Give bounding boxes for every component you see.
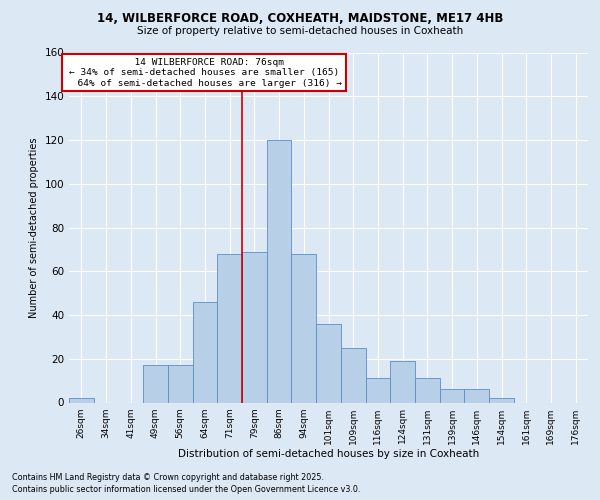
Text: 14, WILBERFORCE ROAD, COXHEATH, MAIDSTONE, ME17 4HB: 14, WILBERFORCE ROAD, COXHEATH, MAIDSTON…	[97, 12, 503, 26]
Bar	[415, 378, 440, 402]
Bar	[193, 302, 217, 402]
Text: 14 WILBERFORCE ROAD: 76sqm
← 34% of semi-detached houses are smaller (165)
  64%: 14 WILBERFORCE ROAD: 76sqm ← 34% of semi…	[66, 58, 342, 88]
Bar	[316, 324, 341, 402]
Text: Contains public sector information licensed under the Open Government Licence v3: Contains public sector information licen…	[12, 485, 361, 494]
Bar	[365, 378, 390, 402]
X-axis label: Distribution of semi-detached houses by size in Coxheath: Distribution of semi-detached houses by …	[178, 450, 479, 460]
Text: Size of property relative to semi-detached houses in Coxheath: Size of property relative to semi-detach…	[137, 26, 463, 36]
Bar	[69, 398, 94, 402]
Bar	[292, 254, 316, 402]
Text: Contains HM Land Registry data © Crown copyright and database right 2025.: Contains HM Land Registry data © Crown c…	[12, 472, 324, 482]
Bar	[464, 390, 489, 402]
Bar	[489, 398, 514, 402]
Bar	[390, 361, 415, 403]
Bar	[143, 366, 168, 403]
Bar	[267, 140, 292, 402]
Bar	[341, 348, 365, 403]
Bar	[440, 390, 464, 402]
Bar	[242, 252, 267, 402]
Bar	[217, 254, 242, 402]
Bar	[168, 366, 193, 403]
Y-axis label: Number of semi-detached properties: Number of semi-detached properties	[29, 137, 39, 318]
